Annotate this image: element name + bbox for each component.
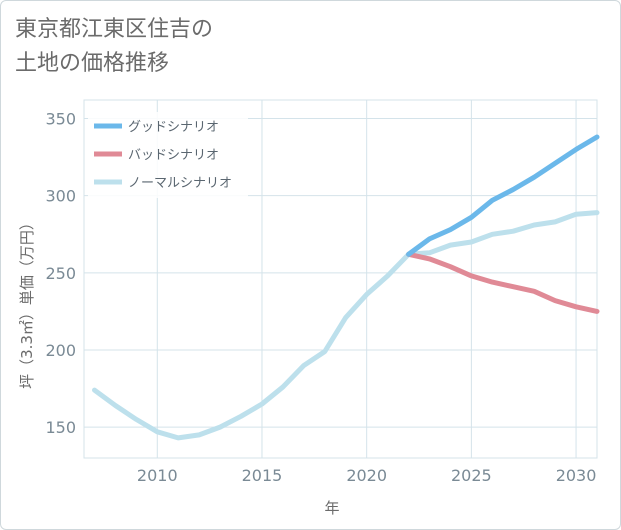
title-line-2: 土地の価格推移 — [15, 51, 170, 76]
legend-label: グッドシナリオ — [128, 120, 219, 135]
y-tick-label: 300 — [45, 187, 76, 206]
y-tick-label: 250 — [45, 264, 76, 283]
x-tick-label: 2030 — [556, 466, 597, 485]
legend-label: バッドシナリオ — [128, 148, 219, 163]
x-tick-label: 2015 — [242, 466, 283, 485]
x-tick-label: 2020 — [346, 466, 387, 485]
series-lines — [92, 134, 600, 441]
title-line-1: 東京都江東区住吉の — [15, 17, 214, 42]
x-tick-label: 2010 — [137, 466, 178, 485]
x-tick-label: 2025 — [451, 466, 492, 485]
axis-ticks: 2010 2015 2020 2025 2030 150 200 250 300 350 — [45, 110, 596, 485]
series-line-2 — [92, 210, 600, 441]
y-tick-label: 150 — [45, 418, 76, 437]
y-tick-label: 200 — [45, 341, 76, 360]
series-line-0 — [406, 134, 600, 257]
plot-frame — [83, 99, 598, 459]
chart-title: 東京都江東区住吉の 土地の価格推移 — [15, 13, 213, 81]
x-axis-label: 年 — [324, 499, 339, 517]
legend-label: ノーマルシナリオ — [128, 176, 232, 191]
y-axis-label: 坪（3.3㎡）単価（万円） — [18, 215, 36, 389]
grid — [83, 99, 598, 459]
series-line-1 — [406, 251, 600, 314]
y-tick-label: 350 — [45, 110, 76, 129]
